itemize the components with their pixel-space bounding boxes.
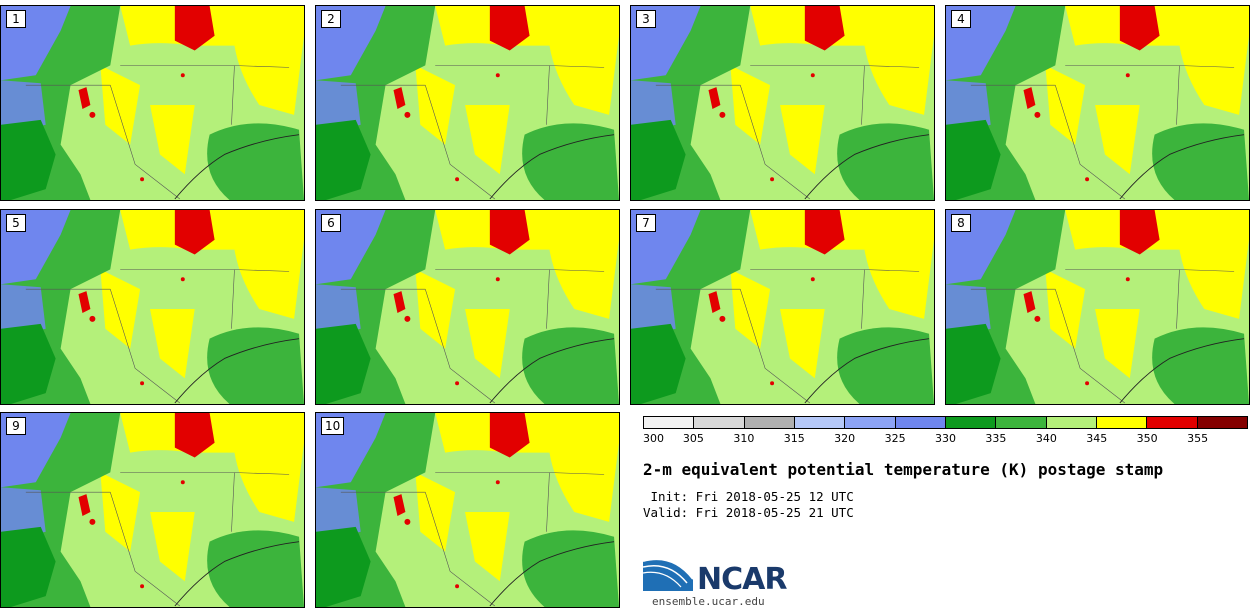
colorbar-swatch xyxy=(996,417,1047,428)
member-map xyxy=(316,6,619,200)
postage-stamp-panel: 3 xyxy=(630,5,935,201)
member-map xyxy=(1,210,304,404)
valid-time: Valid: Fri 2018-05-25 21 UTC xyxy=(643,505,854,520)
colorbar-tick-label: 305 xyxy=(682,432,704,445)
postage-stamp-panel: 4 xyxy=(945,5,1250,201)
colorbar-tick-label: 330 xyxy=(935,432,956,445)
member-map xyxy=(316,210,619,404)
member-number-label: 1 xyxy=(6,10,26,28)
colorbar-tick-label: 345 xyxy=(1086,432,1108,445)
colorbar-tick-label: 315 xyxy=(783,432,805,445)
member-map xyxy=(631,6,934,200)
colorbar-swatch xyxy=(1147,417,1198,428)
member-number-label: 10 xyxy=(321,417,345,435)
colorbar-swatch xyxy=(1096,417,1148,428)
member-number-label: 8 xyxy=(951,214,971,232)
postage-stamp-panel: 6 xyxy=(315,209,620,405)
colorbar-swatch xyxy=(895,417,946,428)
colorbar-tick-label: 310 xyxy=(733,432,755,445)
member-number-label: 5 xyxy=(6,214,26,232)
postage-stamp-panel: 8 xyxy=(945,209,1250,405)
colorbar-tick-label: 340 xyxy=(1035,432,1057,445)
ncar-logo-text: NCAR xyxy=(697,562,787,597)
postage-stamp-panel: 7 xyxy=(630,209,935,405)
postage-stamp-panel: 2 xyxy=(315,5,620,201)
member-number-label: 6 xyxy=(321,214,341,232)
member-number-label: 3 xyxy=(636,10,656,28)
member-map xyxy=(946,210,1249,404)
colorbar-swatch xyxy=(1197,417,1247,428)
member-map xyxy=(1,6,304,200)
member-number-label: 4 xyxy=(951,10,971,28)
member-number-label: 7 xyxy=(636,214,656,232)
colorbar-tick-label: 335 xyxy=(985,432,1007,445)
member-map xyxy=(946,6,1249,200)
colorbar-swatch xyxy=(794,417,846,428)
site-url: ensemble.ucar.edu xyxy=(652,595,765,608)
colorbar-swatch xyxy=(1046,417,1097,428)
member-map xyxy=(1,413,304,607)
colorbar-tick-label: 300 xyxy=(643,432,664,445)
colorbar-swatch xyxy=(644,417,695,428)
colorbar-tick-label: 325 xyxy=(884,432,906,445)
postage-stamp-panel: 1 xyxy=(0,5,305,201)
colorbar-swatch xyxy=(694,417,745,428)
colorbar-swatch xyxy=(744,417,795,428)
colorbar-tick-label: 355 xyxy=(1187,432,1209,445)
colorbar-swatch xyxy=(945,417,997,428)
postage-stamp-panel: 5 xyxy=(0,209,305,405)
member-map xyxy=(631,210,934,404)
colorbar-tick-label: 320 xyxy=(834,432,856,445)
ncar-logo-icon xyxy=(643,558,694,591)
member-number-label: 2 xyxy=(321,10,341,28)
postage-stamp-panel: 10 xyxy=(315,412,620,608)
colorbar-swatch xyxy=(845,417,896,428)
colorbar-ticks: 300 305 310 315 320 325 330 335 340 345 350 355 xyxy=(643,432,1248,446)
colorbar-tick-label: 350 xyxy=(1136,432,1158,445)
member-map xyxy=(316,413,619,607)
plot-title: 2-m equivalent potential temperature (K)… xyxy=(643,460,1164,479)
postage-stamp-panel: 9 xyxy=(0,412,305,608)
colorbar xyxy=(643,416,1248,429)
member-number-label: 9 xyxy=(6,417,26,435)
init-time: Init: Fri 2018-05-25 12 UTC xyxy=(643,489,854,504)
